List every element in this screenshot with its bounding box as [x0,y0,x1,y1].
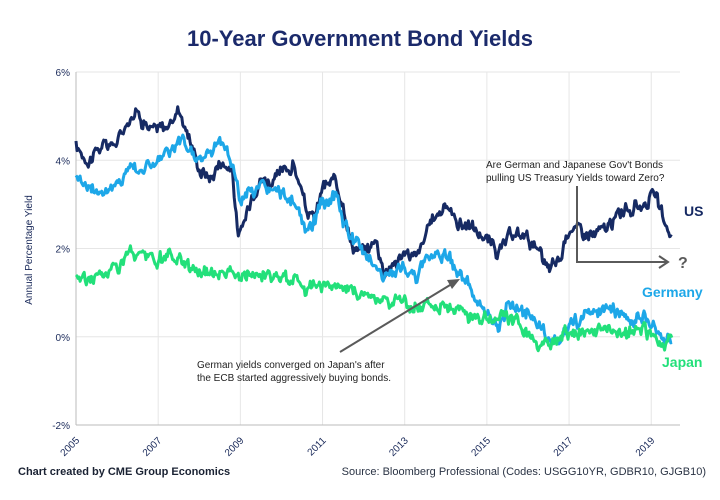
y-axis-label: Annual Percentage Yield [24,195,35,305]
annotation-ecb-line: the ECB started aggressively buying bond… [197,373,391,384]
y-tick-label: 4% [56,156,71,167]
x-tick-label: 2009 [223,435,247,459]
data-source: Source: Bloomberg Professional (Codes: U… [341,466,706,478]
y-tick-label: 0% [56,333,71,344]
annotation-question-line: pulling US Treasury Yields toward Zero? [486,173,665,184]
series-line-germany [74,133,673,347]
series-line-us [74,105,673,280]
series-label-germany: Germany [642,284,703,300]
axes: -2% 0% 2% 4% 6% 2005 2007 2009 2011 2013 2015 2017 2… [52,68,680,459]
annotation-question-line: Are German and Japanese Gov't Bonds [486,160,663,171]
y-tick-label: -2% [52,421,70,432]
y-tick-label: 6% [56,68,71,79]
arrow-head-icon [658,255,670,269]
y-tick-label: 2% [56,245,71,256]
chart-credit: Chart created by CME Group Economics [18,466,231,478]
x-tick-label: 2013 [387,435,411,459]
x-tick-label: 2011 [306,435,329,458]
annotations: US Germany Japan Are German and Japanese Go… [197,160,703,384]
x-tick-label: 2007 [141,435,165,459]
x-tick-label: 2019 [634,435,658,459]
x-tick-label: 2015 [469,435,493,459]
x-tick-label: 2005 [59,435,83,459]
series-label-us: US [684,203,703,219]
series-lines [74,105,674,353]
annotation-bracket [576,186,666,263]
arrow-head-icon [447,279,460,289]
series-label-japan: Japan [662,354,702,370]
series-line-japan [74,244,674,353]
x-tick-label: 2017 [552,435,576,459]
annotation-ecb-line: German yields converged on Japan's after [197,360,385,371]
annotation-arrow [339,281,456,353]
annotation-question-mark: ? [678,255,688,272]
chart-title: 10-Year Government Bond Yields [186,26,533,51]
